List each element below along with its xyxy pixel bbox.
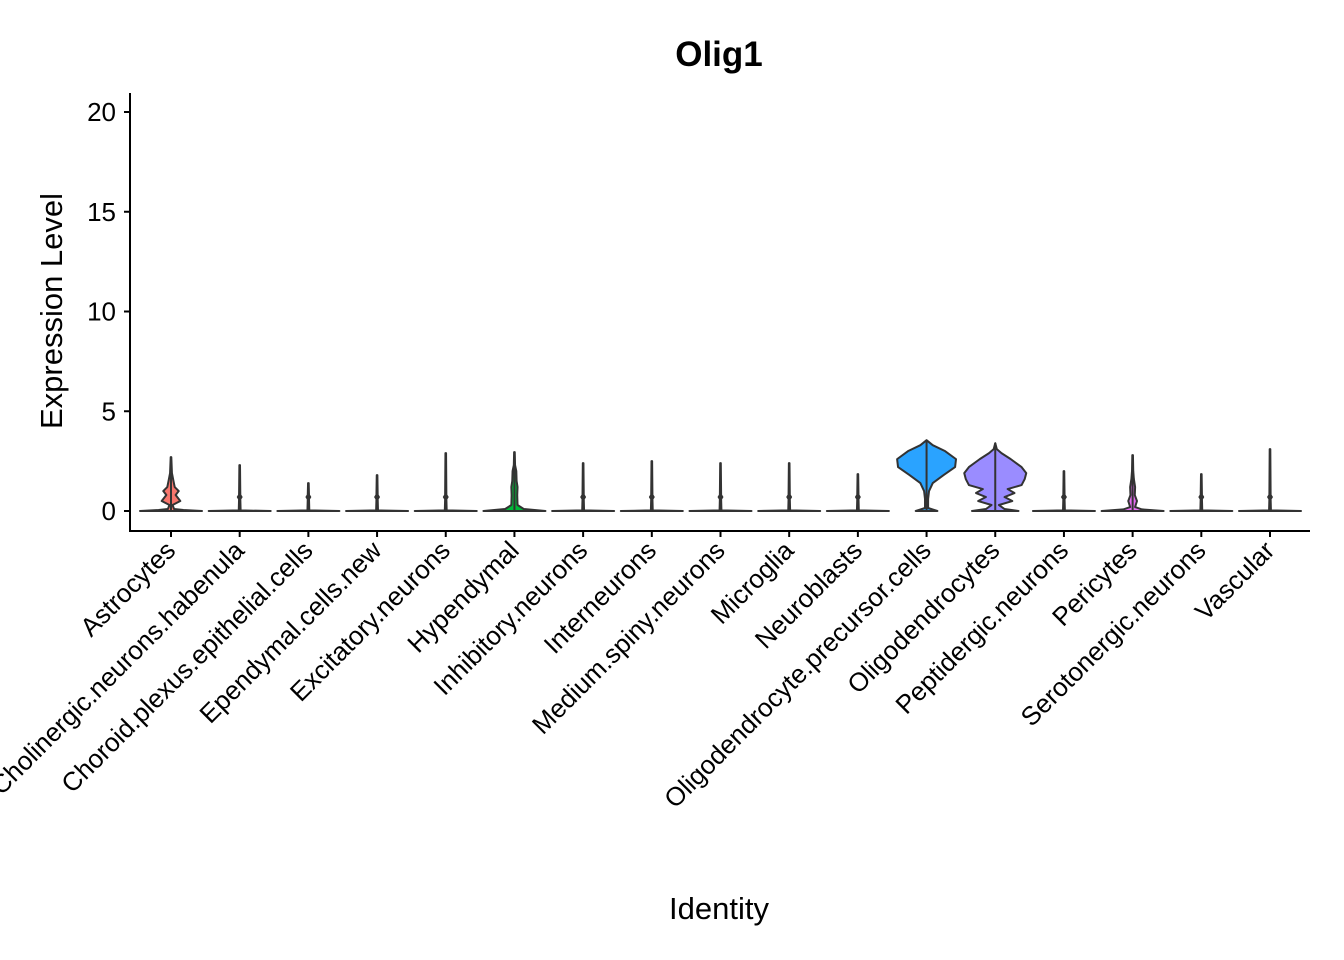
y-tick-label: 20: [87, 97, 116, 127]
y-tick-label: 5: [102, 396, 116, 426]
y-axis-label: Expression Level: [34, 193, 69, 429]
y-tick-label: 0: [102, 496, 116, 526]
chart-title: Olig1: [675, 35, 763, 74]
y-tick-label: 15: [87, 197, 116, 227]
x-axis-label: Identity: [669, 891, 769, 926]
y-tick-label: 10: [87, 297, 116, 327]
x-tick-label: Choroid.plexus.epithelial.cells: [55, 535, 318, 798]
